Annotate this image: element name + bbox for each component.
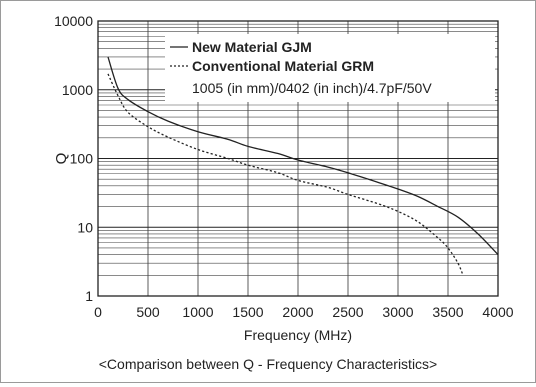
y-axis-label: Q xyxy=(53,153,70,165)
y-tick-label: 100 xyxy=(70,151,94,167)
x-tick-label: 4000 xyxy=(482,304,513,320)
x-axis-label: Frequency (MHz) xyxy=(244,327,352,343)
y-tick-label: 1 xyxy=(85,288,93,304)
x-tick-label: 3500 xyxy=(432,304,463,320)
x-axis-ticks: 0 500 1000 1500 2000 2500 3000 3500 4000 xyxy=(94,304,514,320)
x-tick-label: 3000 xyxy=(382,304,413,320)
x-tick-label: 1500 xyxy=(232,304,263,320)
chart-caption: <Comparison between Q - Frequency Charac… xyxy=(99,356,437,372)
legend-note: 1005 (in mm)/0402 (in inch)/4.7pF/50V xyxy=(192,80,432,96)
x-tick-label: 1000 xyxy=(182,304,213,320)
x-tick-label: 2500 xyxy=(332,304,363,320)
legend-label: Conventional Material GRM xyxy=(192,58,374,74)
legend: New Material GJM Conventional Material GR… xyxy=(170,39,432,96)
plot-area xyxy=(97,20,499,297)
series-line-2 xyxy=(107,73,464,276)
x-tick-label: 500 xyxy=(136,304,160,320)
legend-box xyxy=(165,34,495,102)
y-axis-ticks: 1 10 100 1000 10000 xyxy=(54,13,93,304)
x-tick-label: 2000 xyxy=(282,304,313,320)
y-tick-label: 1000 xyxy=(62,82,93,98)
y-tick-label: 10 xyxy=(77,219,93,235)
x-tick-label: 0 xyxy=(94,304,102,320)
series-lines xyxy=(107,56,499,276)
legend-label: New Material GJM xyxy=(192,39,312,55)
y-tick-label: 10000 xyxy=(54,13,93,29)
series-line-1 xyxy=(107,56,499,256)
